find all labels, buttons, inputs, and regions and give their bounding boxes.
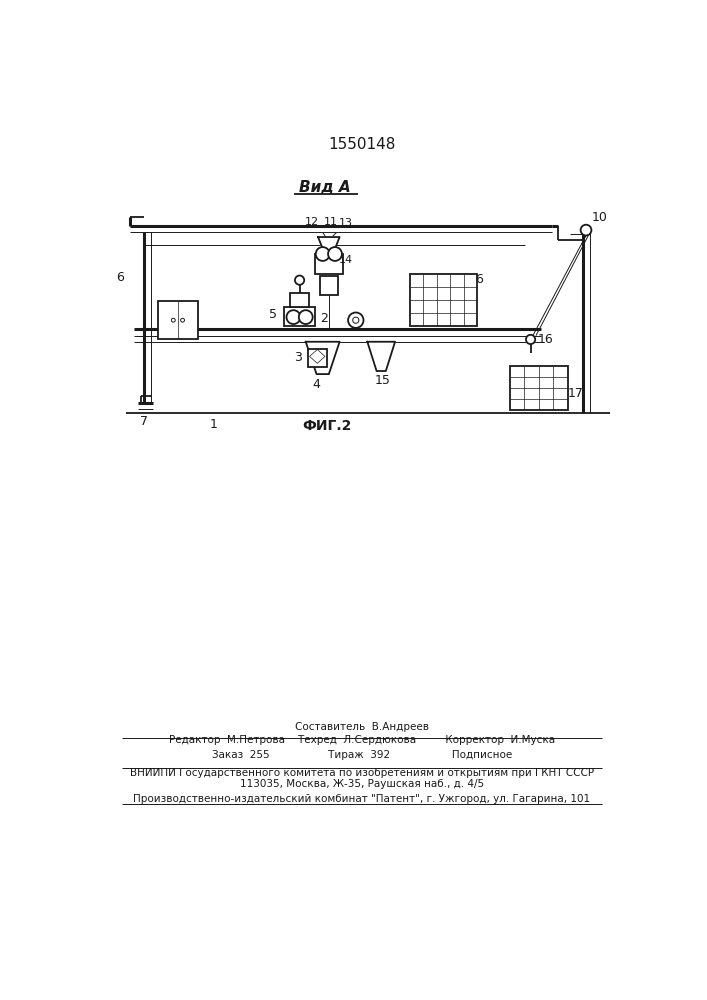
Circle shape	[526, 335, 535, 344]
Bar	[409, 274, 477, 326]
Text: 7: 7	[140, 415, 148, 428]
Polygon shape	[368, 342, 395, 371]
Text: ФИГ.2: ФИГ.2	[303, 419, 352, 433]
Text: 6: 6	[116, 271, 124, 284]
Text: 1: 1	[209, 418, 217, 431]
Polygon shape	[318, 237, 339, 252]
Polygon shape	[305, 342, 339, 374]
Circle shape	[171, 318, 175, 322]
Circle shape	[295, 276, 304, 285]
Text: 113035, Москва, Ж-35, Раушская наб., д. 4/5: 113035, Москва, Ж-35, Раушская наб., д. …	[240, 779, 484, 789]
Text: 14: 14	[339, 255, 353, 265]
Circle shape	[348, 312, 363, 328]
Text: 13: 13	[339, 218, 353, 228]
Bar	[284, 307, 315, 326]
Text: 2: 2	[320, 312, 328, 325]
Bar	[158, 301, 198, 339]
Text: Составитель  В.Андреев: Составитель В.Андреев	[295, 722, 429, 732]
Text: 17: 17	[567, 387, 583, 400]
Bar	[291, 293, 309, 307]
Circle shape	[353, 317, 359, 323]
Text: 15: 15	[375, 374, 391, 387]
Text: 4: 4	[312, 378, 320, 391]
Text: 5: 5	[269, 308, 276, 321]
Circle shape	[580, 225, 592, 235]
Text: 12: 12	[305, 217, 319, 227]
Circle shape	[299, 310, 312, 324]
Circle shape	[180, 318, 185, 322]
Text: 10: 10	[592, 211, 608, 224]
Text: 11: 11	[323, 217, 337, 227]
Circle shape	[328, 247, 342, 261]
Text: Производственно-издательский комбинат "Патент", г. Ужгород, ул. Гагарина, 101: Производственно-издательский комбинат "П…	[134, 794, 590, 804]
Text: Вид А: Вид А	[299, 180, 351, 195]
Circle shape	[316, 247, 329, 261]
Text: 16: 16	[538, 333, 554, 346]
Bar	[315, 254, 343, 274]
Bar	[510, 366, 568, 410]
Text: ВНИИПИ Государственного комитета по изобретениям и открытиям при ГКНТ СССР: ВНИИПИ Государственного комитета по изоб…	[130, 768, 594, 778]
Text: Заказ  255                  Тираж  392                   Подписное: Заказ 255 Тираж 392 Подписное	[212, 750, 512, 760]
Bar	[308, 349, 327, 367]
Text: 3: 3	[294, 351, 302, 364]
Bar	[320, 276, 338, 295]
Text: Редактор  М.Петрова    Техред  Л.Сердюкова         Корректор  И.Муска: Редактор М.Петрова Техред Л.Сердюкова Ко…	[169, 735, 555, 745]
Text: 6: 6	[475, 273, 483, 286]
Circle shape	[286, 310, 300, 324]
Text: 1550148: 1550148	[328, 137, 396, 152]
